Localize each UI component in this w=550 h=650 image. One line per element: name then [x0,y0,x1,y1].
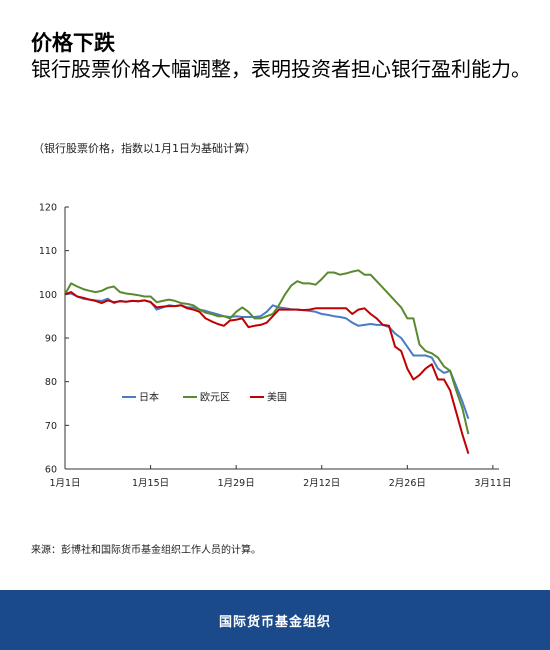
chart-headline: 价格下跌 [31,31,115,55]
legend-label: 日本 [139,391,159,404]
chart-series-lines [64,269,470,454]
legend-label: 欧元区 [200,392,230,404]
series-line [64,291,470,454]
series-line [64,269,470,435]
y-tick-label: 110 [39,246,57,257]
y-tick-label: 90 [45,334,57,345]
footer-bar: 国际货币基金组织 [0,590,550,650]
footer-org-name: 国际货币基金组织 [218,614,331,630]
x-tick-label: 2月26日 [389,478,426,489]
chart-subheadline: 银行股票价格大幅调整，表明投资者担心银行盈利能力。 [31,57,531,81]
x-tick-label: 2月12日 [303,478,340,489]
x-tick-label: 1月29日 [218,478,255,489]
y-tick-label: 100 [39,290,57,301]
line-chart: 60 70 80 90 100 110 120 1月1日 1月15日 1月29日 2月12日 2月26… [39,203,512,490]
x-tick-label: 3月11日 [474,478,511,489]
y-tick-label: 80 [45,377,57,388]
y-tick-label: 70 [45,421,57,432]
y-tick-label: 120 [39,203,57,214]
legend-label: 美国 [267,391,287,404]
chart-axes: 60 70 80 90 100 110 120 1月1日 1月15日 1月29日 2月12日 2月26… [39,203,512,490]
x-tick-label: 1月15日 [132,478,169,489]
y-tick-label: 60 [45,465,57,476]
source-note: 来源：彭博社和国际货币基金组织工作人员的计算。 [31,545,261,556]
x-tick-label: 1月1日 [49,478,80,489]
chart-title: （银行股票价格，指数以1月1日为基础计算） [33,142,256,155]
chart-legend: 日本 欧元区 美国 [122,391,287,404]
